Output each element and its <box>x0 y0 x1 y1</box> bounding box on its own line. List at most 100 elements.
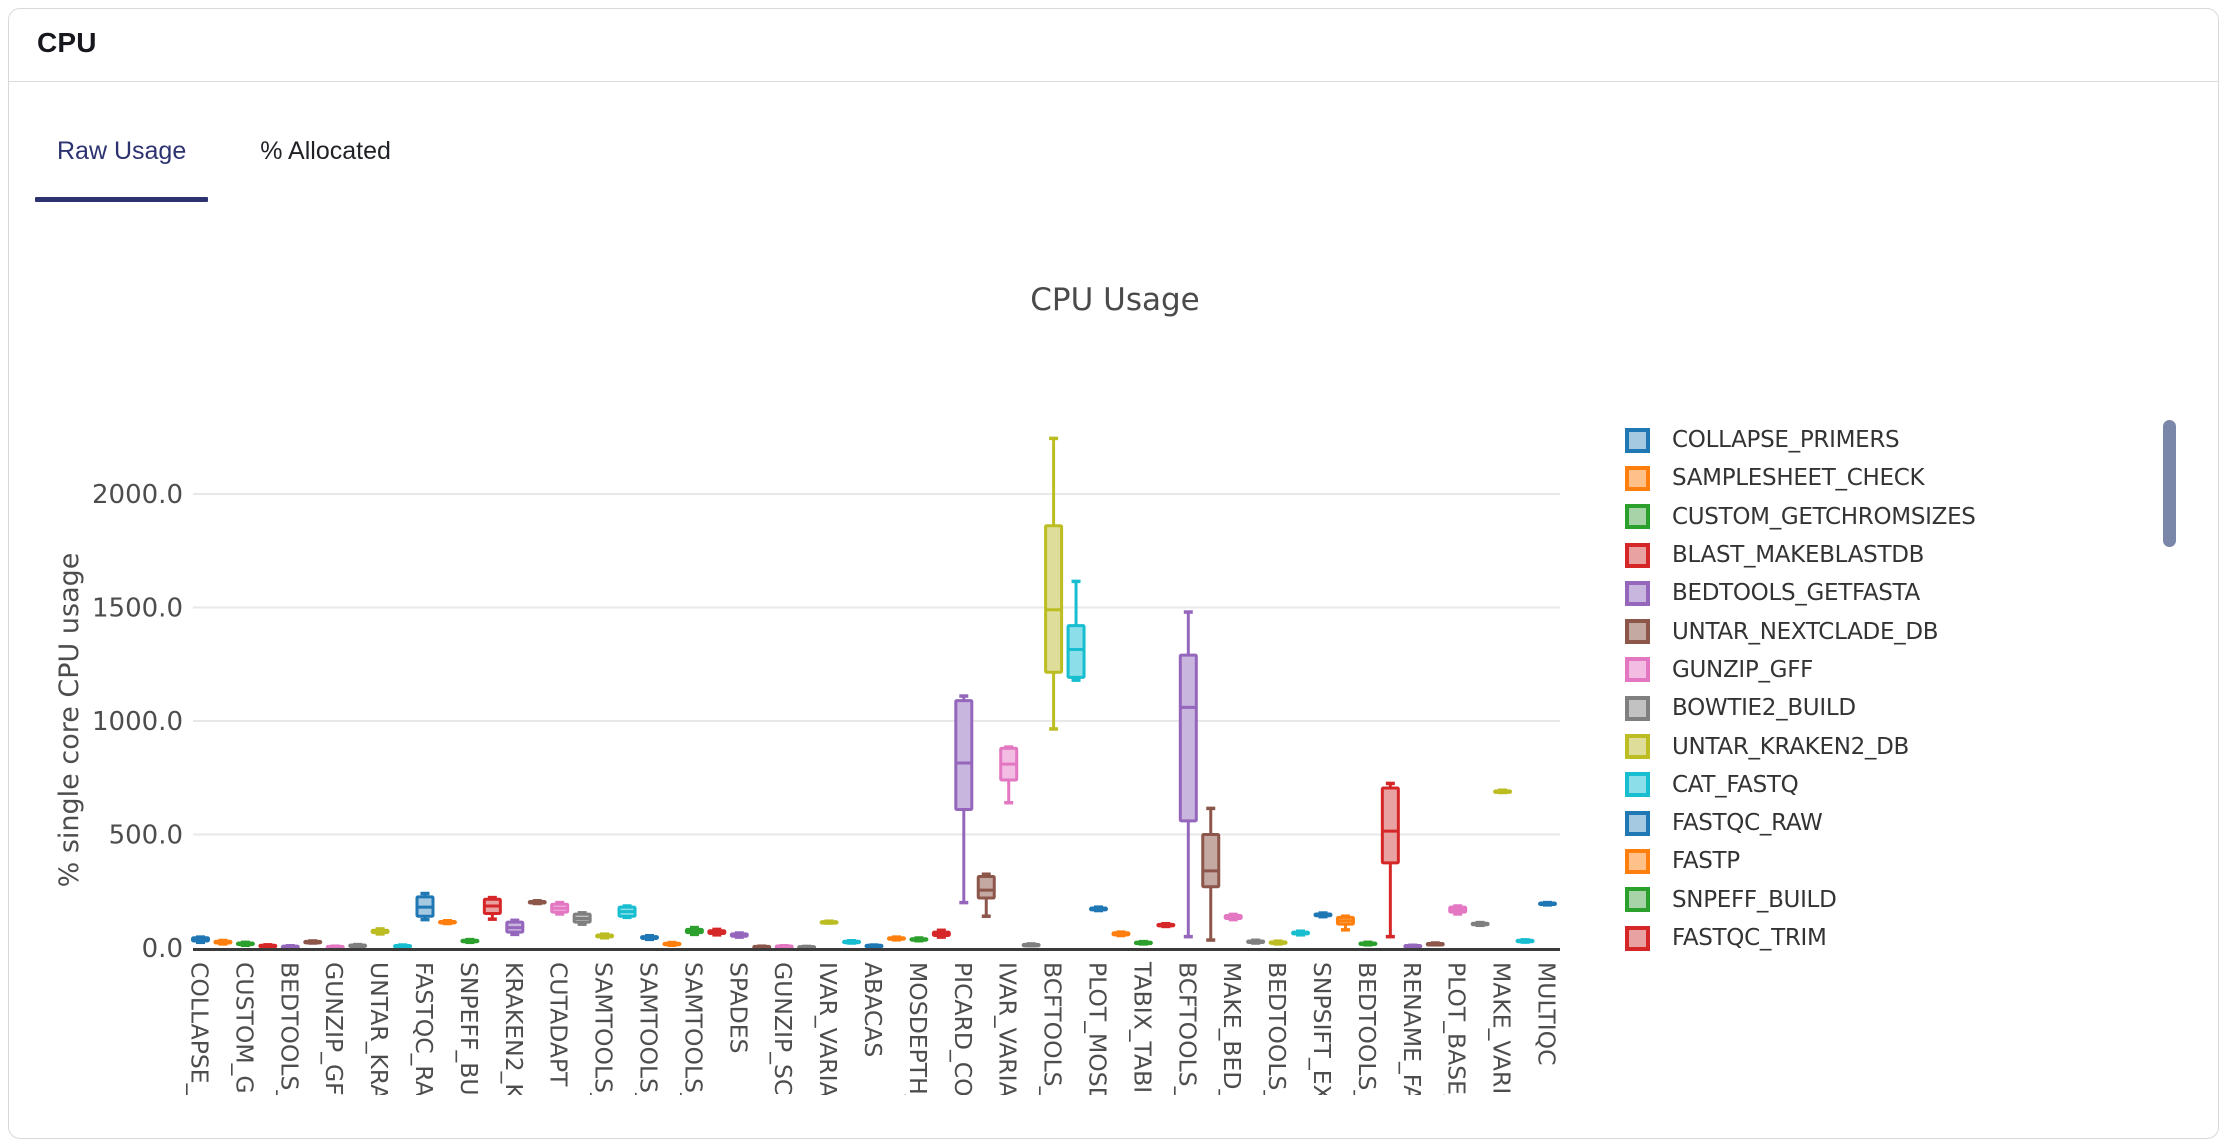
box-item-2[interactable] <box>213 938 233 946</box>
x-tick-label: PICARD_CO <box>949 962 977 1097</box>
legend-item-bowtie2_build[interactable]: BOWTIE2_BUILD <box>1625 689 2145 727</box>
legend-scrollbar-thumb[interactable] <box>2163 420 2176 547</box>
box-item-12[interactable] <box>437 919 457 926</box>
box-ivar_varia[interactable] <box>999 745 1019 805</box>
box-cutadapt[interactable] <box>550 900 570 916</box>
box-item-42[interactable] <box>1111 930 1131 938</box>
legend-item-fastqc_raw[interactable]: FASTQC_RAW <box>1625 804 2145 842</box>
legend-item-custom_getchromsizes[interactable]: CUSTOM_GETCHROMSIZES <box>1625 498 2145 536</box>
box-item-20[interactable] <box>617 904 637 920</box>
x-tick-label: TABIX_TABI <box>1128 961 1156 1093</box>
box-item-38[interactable] <box>1021 942 1041 948</box>
x-tick-label: CUSTOM_GE <box>230 962 258 1108</box>
box-abacas[interactable] <box>864 943 884 949</box>
box-fastqc_ra[interactable] <box>415 891 435 922</box>
box-item-14[interactable] <box>482 895 502 921</box>
panel-header: CPU <box>9 9 2218 82</box>
tab-raw-usage[interactable]: Raw Usage <box>35 127 209 202</box>
legend-item-collapse_primers[interactable]: COLLAPSE_PRIMERS <box>1625 421 2145 459</box>
legend-item-cat_fastq[interactable]: CAT_FASTQ <box>1625 766 2145 804</box>
x-tick-label: SNPSIFT_EX <box>1308 962 1336 1101</box>
legend-item-untar_nextclade_db[interactable]: UNTAR_NEXTCLADE_DB <box>1625 612 2145 650</box>
box-samtools[interactable] <box>595 932 615 940</box>
pink-swatch-icon <box>1625 657 1650 683</box>
x-tick-label: SAMTOOLS_ <box>590 962 618 1105</box>
box-item-52[interactable] <box>1335 914 1355 932</box>
box-item-40[interactable] <box>1066 579 1086 682</box>
box-item-50[interactable] <box>1291 929 1311 937</box>
box-snpeff_bu[interactable] <box>460 937 480 945</box>
tab-percent-allocated[interactable]: % Allocated <box>238 127 413 202</box>
legend-item-bedtools_getfasta[interactable]: BEDTOOLS_GETFASTA <box>1625 574 2145 612</box>
box-make_bed[interactable] <box>1223 912 1243 922</box>
x-tick-label: GUNZIP_SC <box>769 962 797 1095</box>
box-bedtools[interactable] <box>1268 939 1288 946</box>
box-custom_ge[interactable] <box>235 940 255 948</box>
box-item-24[interactable] <box>707 927 727 937</box>
box-item-60[interactable] <box>1515 938 1535 944</box>
box-plot_mosd[interactable] <box>1089 905 1108 913</box>
box-item-36[interactable] <box>976 872 996 918</box>
box-item-56[interactable] <box>1425 941 1445 947</box>
legend-item-gunzip_gff[interactable]: GUNZIP_GFF <box>1625 651 2145 689</box>
legend-item-label: SNPEFF_BUILD <box>1672 886 1837 913</box>
iqr-box <box>1044 524 1064 674</box>
box-ivar_varia[interactable] <box>819 919 839 925</box>
box-item-48[interactable] <box>1246 938 1266 945</box>
legend-item-fastp[interactable]: FASTP <box>1625 842 2145 880</box>
x-tick-label: PLOT_BASE_ <box>1443 962 1471 1107</box>
box-item-6[interactable] <box>303 939 323 945</box>
box-item-32[interactable] <box>886 935 906 942</box>
box-plot_base[interactable] <box>1448 904 1468 916</box>
box-kraken2_k[interactable] <box>505 918 525 937</box>
box-item-34[interactable] <box>931 928 951 939</box>
legend-item-blast_makeblastdb[interactable]: BLAST_MAKEBLASTDB <box>1625 536 2145 574</box>
box-item-8[interactable] <box>348 942 368 949</box>
box-item-26[interactable] <box>752 944 772 950</box>
box-samtools[interactable] <box>640 933 659 942</box>
box-tabix_tabi[interactable] <box>1133 939 1153 946</box>
box-bedtools[interactable] <box>1358 940 1378 947</box>
box-bcftools[interactable] <box>1044 436 1064 731</box>
legend-item-untar_kraken2_db[interactable]: UNTAR_KRAKEN2_DB <box>1625 727 2145 765</box>
legend-item-snpeff_build[interactable]: SNPEFF_BUILD <box>1625 881 2145 919</box>
box-item-28[interactable] <box>797 944 817 950</box>
box-item-4[interactable] <box>258 943 278 949</box>
olive-swatch-icon <box>1625 734 1650 760</box>
box-item-10[interactable] <box>393 943 413 949</box>
x-tick-label: FASTQC_RA <box>410 962 438 1097</box>
legend-item-label: FASTP <box>1672 848 1740 875</box>
box-picard_co[interactable] <box>954 694 974 905</box>
box-item-22[interactable] <box>662 940 682 948</box>
box-rename_fa[interactable] <box>1403 943 1423 949</box>
box-gunzip_gf[interactable] <box>325 944 345 950</box>
box-item-16[interactable] <box>527 899 547 906</box>
box-mosdepth[interactable] <box>909 936 929 943</box>
box-collapse_p[interactable] <box>191 935 210 945</box>
box-item-58[interactable] <box>1470 920 1490 928</box>
box-item-30[interactable] <box>842 938 862 945</box>
box-snpsift_ex[interactable] <box>1313 911 1333 919</box>
box-item-18[interactable] <box>572 911 592 926</box>
box-multiqc[interactable] <box>1538 900 1557 907</box>
box-gunzip_sc[interactable] <box>774 943 794 949</box>
box-spades[interactable] <box>729 931 749 939</box>
x-tick-label: IVAR_VARIA <box>994 962 1022 1098</box>
box-bedtools[interactable] <box>280 943 300 950</box>
box-item-46[interactable] <box>1201 806 1221 942</box>
x-tick-label: BEDTOOLS_ <box>1353 962 1381 1102</box>
box-samtools[interactable] <box>684 925 704 937</box>
legend-item-label: UNTAR_KRAKEN2_DB <box>1672 733 1910 760</box>
legend-item-label: BEDTOOLS_GETFASTA <box>1672 580 1920 607</box>
box-make_vari[interactable] <box>1493 788 1513 795</box>
box-item-44[interactable] <box>1156 921 1176 929</box>
legend-item-fastqc_trim[interactable]: FASTQC_TRIM <box>1625 919 2145 957</box>
legend-item-samplesheet_check[interactable]: SAMPLESHEET_CHECK <box>1625 459 2145 497</box>
box-untar_kra[interactable] <box>370 927 390 936</box>
box-item-54[interactable] <box>1380 781 1400 939</box>
chart-legend: COLLAPSE_PRIMERS SAMPLESHEET_CHECK CUSTOM_… <box>1625 421 2145 957</box>
box-bcftools[interactable] <box>1178 610 1198 939</box>
y-tick-1000: 1000.0 <box>92 707 183 737</box>
